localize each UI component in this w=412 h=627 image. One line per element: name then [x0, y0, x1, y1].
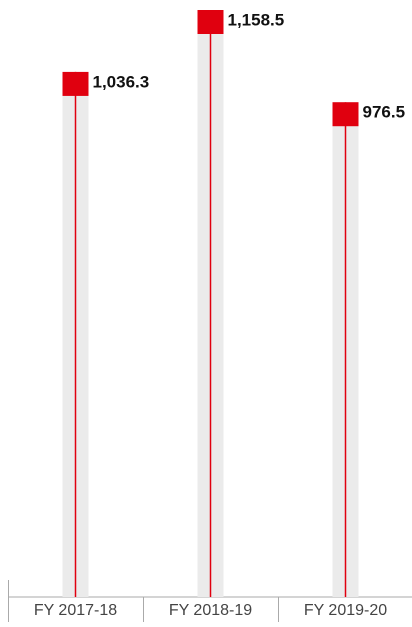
value-label: 1,036.3 — [93, 72, 150, 91]
value-label: 976.5 — [363, 103, 406, 122]
x-tick-label: FY 2017-18 — [34, 602, 117, 619]
marker — [197, 10, 224, 34]
value-label: 1,158.5 — [228, 10, 285, 29]
x-tick-label: FY 2019-20 — [304, 602, 387, 619]
marker — [62, 71, 89, 96]
marker — [332, 102, 359, 127]
x-tick-label: FY 2018-19 — [169, 602, 252, 619]
